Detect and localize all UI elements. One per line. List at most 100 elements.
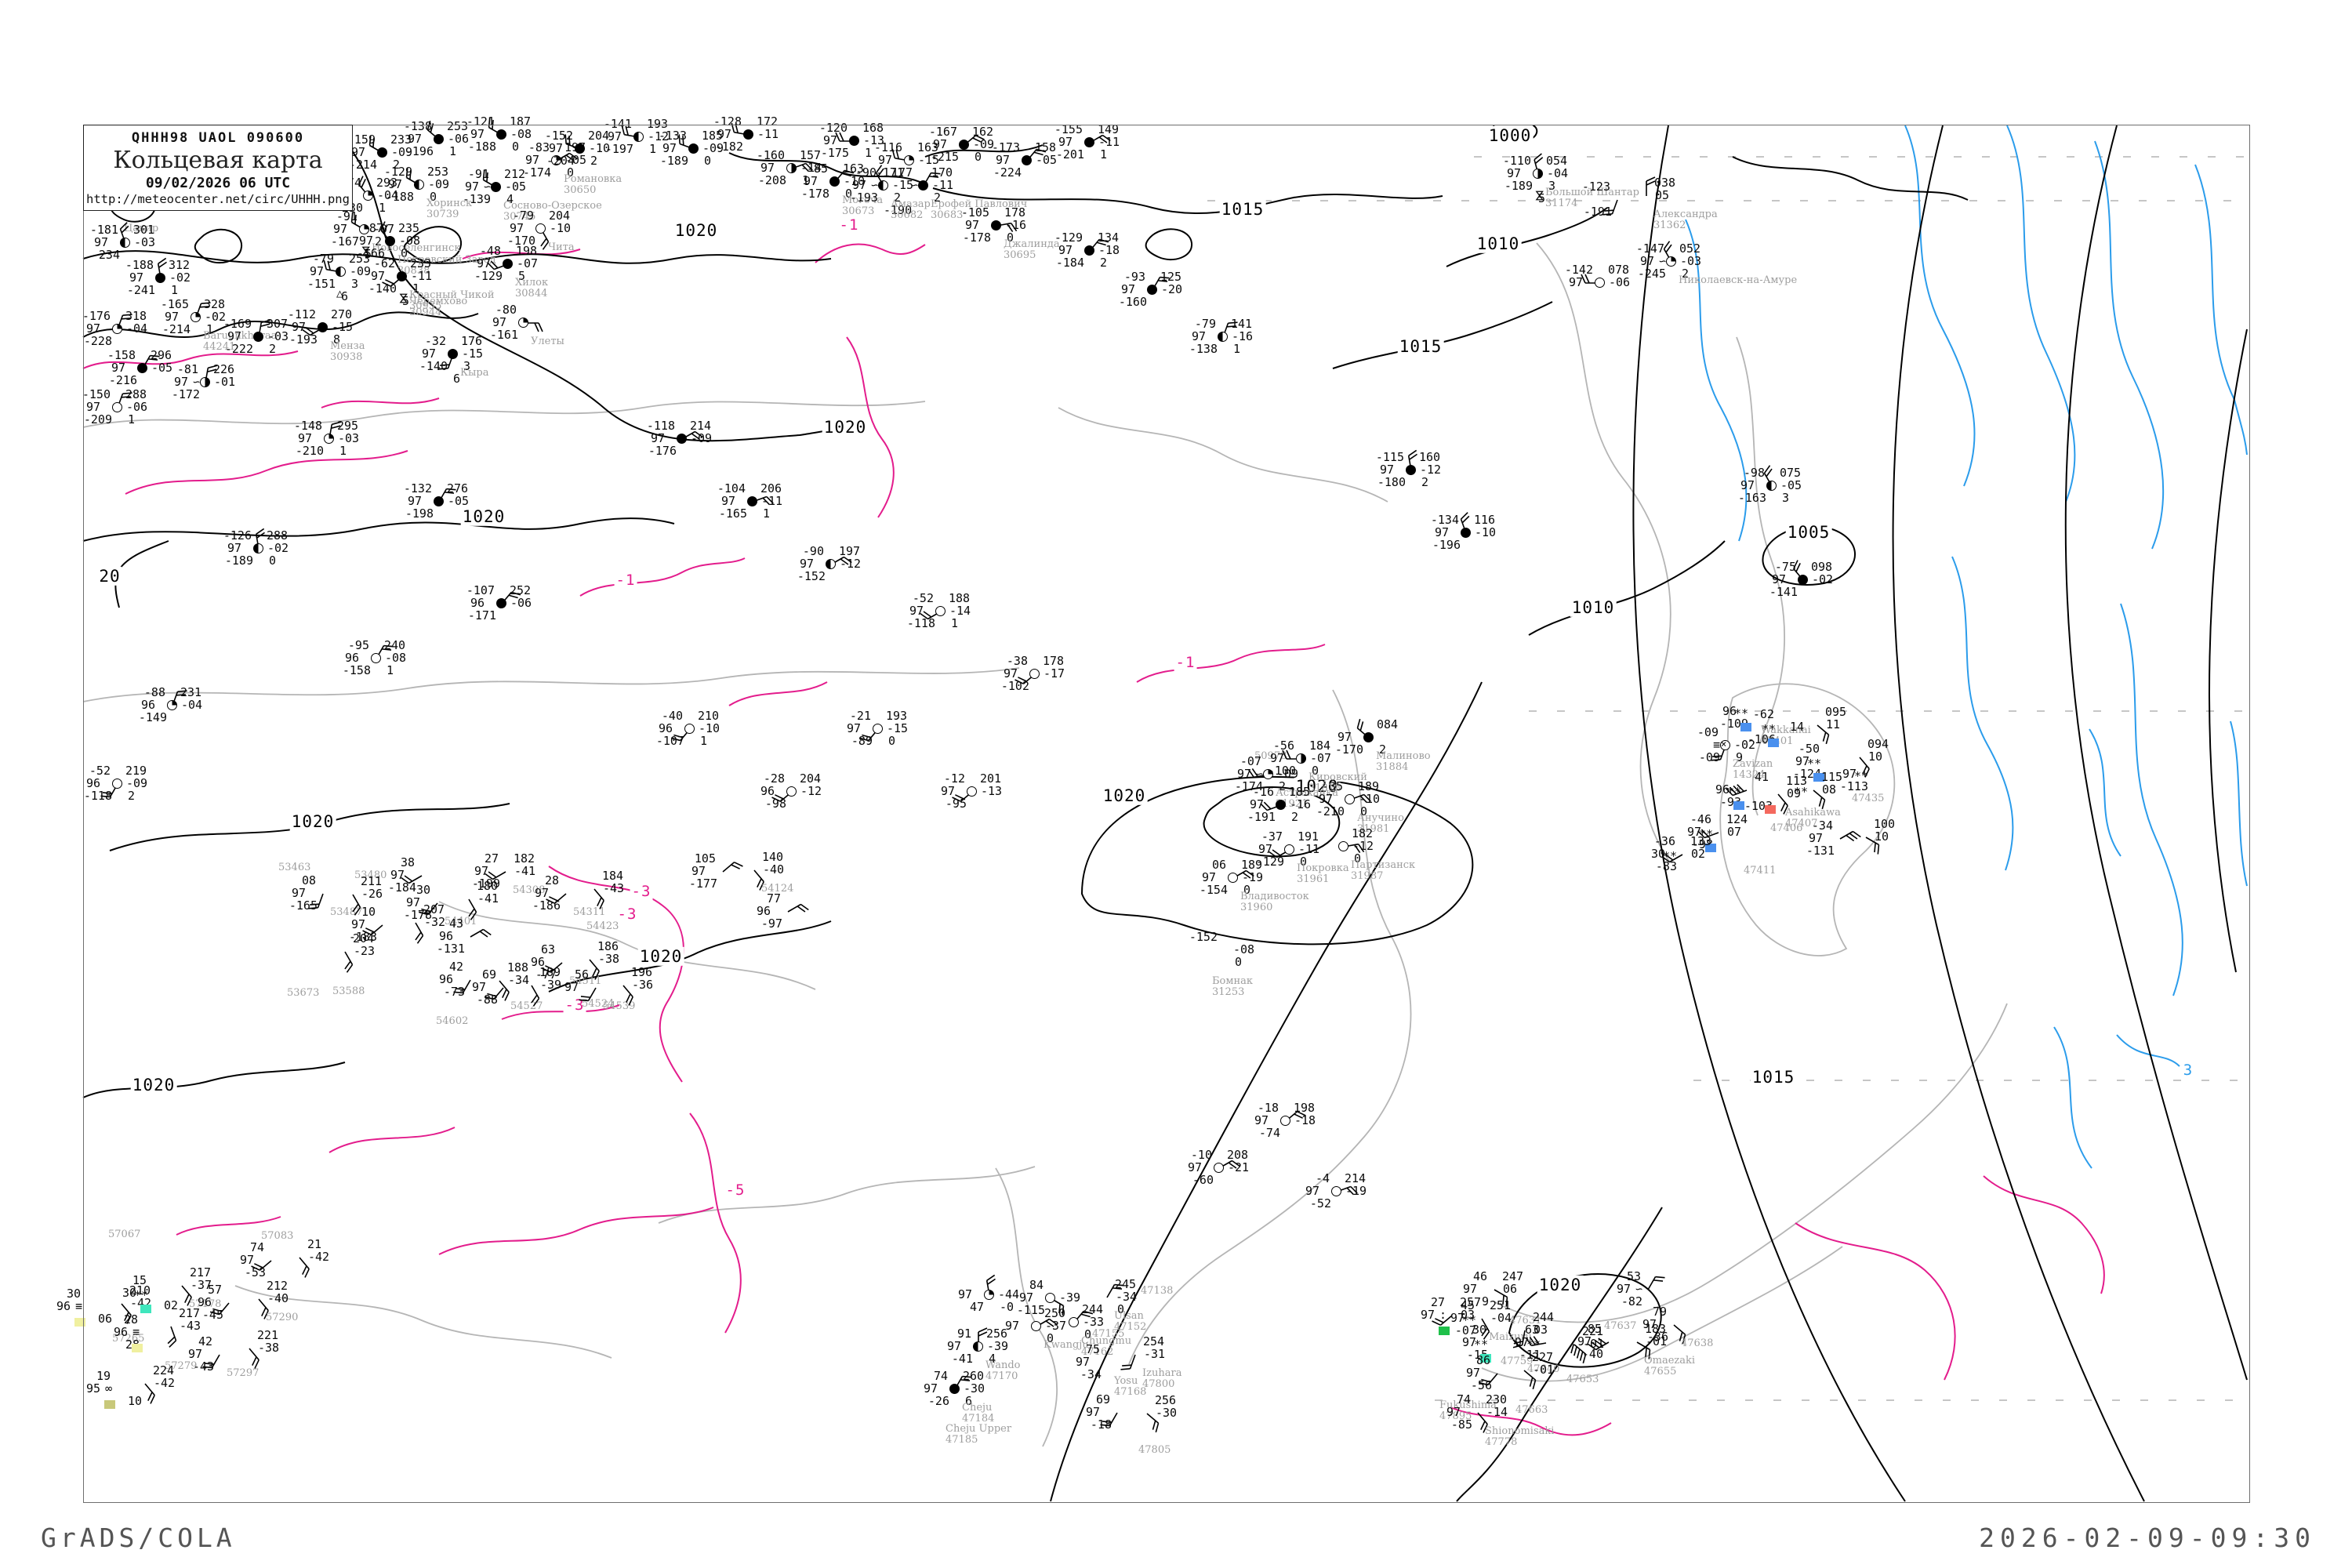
station-value-tt: -83	[528, 140, 550, 154]
station-value-p: 96	[56, 1299, 71, 1313]
station-circle-icon	[1284, 844, 1294, 855]
station-value-tt: -48	[479, 244, 501, 258]
station-value-p: 96	[1722, 704, 1737, 718]
station-value-td: -193	[289, 332, 318, 347]
station-value-pp: 328	[204, 297, 226, 311]
station-value-tt: -112	[287, 307, 316, 321]
station-value-p: 97	[1639, 254, 1654, 268]
station-name-label: Амазар 30682	[891, 198, 931, 221]
station-value-dp: -09	[350, 264, 372, 278]
station-value-pp: 094	[1867, 737, 1889, 751]
station-name-label: Романовка 30650	[564, 173, 622, 196]
station-value-pp: 185	[1289, 785, 1311, 799]
station-value-tt: -165	[160, 297, 189, 311]
render-timestamp: 2026-02-09-09:30	[1979, 1523, 2316, 1553]
station-value-tt: -16	[1252, 785, 1274, 799]
station-value-pp: 084	[1377, 717, 1399, 731]
station-value-dp: 10	[1868, 750, 1883, 764]
thermal-contour-label: -3	[630, 882, 653, 900]
station-value-n: 2	[1279, 779, 1287, 793]
station-value-ex: 5	[365, 247, 372, 261]
station-value-p: 97	[173, 375, 188, 389]
station-value-td: -214	[162, 322, 191, 336]
station-value-n: 0	[1312, 764, 1319, 778]
weather-symbol-icon: ∗∗	[1761, 720, 1776, 734]
station-circle-icon	[448, 349, 458, 359]
station-value-tt: -62	[1752, 707, 1774, 721]
station-value-tt: -80	[495, 303, 517, 317]
station-value-tt: -37	[1261, 829, 1283, 844]
station-value-n: 1	[206, 322, 214, 336]
station-name-label: Улеты	[531, 336, 564, 347]
station-value-tt: -90	[855, 165, 877, 180]
isobar-label: 1020	[637, 946, 684, 966]
station-value-dp: -10	[844, 174, 866, 188]
weather-symbol-icon: ∗∗	[1806, 754, 1821, 768]
station-value-dp: -10	[550, 221, 572, 235]
map-frame	[83, 125, 2250, 1503]
thermal-contour-label: -1	[837, 216, 861, 234]
station-value-tt: -87	[361, 221, 383, 235]
isobar-label: 1010	[1570, 597, 1617, 617]
station-id-label: 47631	[1509, 1315, 1542, 1327]
station-value-p: 97	[524, 153, 539, 167]
isobar-label: 1020	[1101, 786, 1148, 805]
station-value-n: 0	[430, 190, 437, 204]
station-value-p: 97	[1337, 730, 1352, 744]
station-circle-icon	[1228, 873, 1238, 883]
station-value-dp: -11	[411, 269, 433, 283]
station-value-pp: 253	[427, 165, 449, 179]
station-value-p: 97	[421, 347, 436, 361]
station-name-label: Красный Чикой 30935	[409, 289, 495, 312]
station-value-p: 97	[851, 178, 866, 192]
station-value-pp: 113	[1786, 774, 1808, 788]
station-id-label: Черемхово 30944	[409, 296, 468, 318]
station-circle-icon	[1263, 769, 1273, 779]
station-value-td: -166	[356, 246, 385, 260]
station-circle-icon	[535, 223, 546, 234]
station-value-dp: -15	[332, 320, 354, 334]
station-value-td: -170	[1334, 742, 1363, 757]
station-value-n: 0	[567, 165, 575, 180]
station-value-dp: -07	[1310, 751, 1332, 765]
station-value-dp: 05	[1655, 188, 1670, 202]
station-circle-icon	[1363, 732, 1374, 742]
station-id-label: 57083	[261, 1230, 294, 1242]
station-value-tt: 30	[66, 1287, 81, 1301]
station-id-label: Fukushima 47895	[1439, 1399, 1497, 1422]
station-value-p: 97	[1249, 797, 1264, 811]
station-value-tt: -62	[373, 256, 395, 270]
station-value-pp: 270	[331, 307, 353, 321]
station-value-pp: 078	[1608, 263, 1630, 277]
station-value-pp: 095	[1825, 705, 1847, 719]
station-value-tt: -09	[1697, 725, 1719, 739]
station-value-dp: -01	[214, 375, 236, 389]
station-value-pp: 233	[410, 256, 432, 270]
station-value-tt: -35	[1321, 779, 1343, 793]
station-value-ex: 5	[1538, 191, 1546, 205]
station-value-p: 97	[1236, 767, 1251, 781]
station-value-td: -193	[849, 191, 878, 205]
station-id-label: Бомнак 31253	[1212, 975, 1254, 998]
station-value-dp: -19	[1242, 870, 1264, 884]
precip-marker-snow	[1740, 723, 1751, 731]
station-name-label: Владивосток 31960	[1240, 891, 1309, 913]
station-value-tt: -91	[467, 167, 489, 181]
station-value-td: -140	[419, 359, 448, 373]
station-name-label: Хоринск 30739	[426, 198, 473, 220]
station-value-pp: 184	[1309, 739, 1331, 753]
station-id-label: 54423	[586, 920, 619, 932]
station-value-td: -129	[474, 269, 503, 283]
station-value-n: 9	[1736, 750, 1744, 764]
station-value-p: 97	[332, 222, 347, 236]
station-value-p: 97	[509, 221, 524, 235]
isobar-label: 1020	[460, 506, 507, 526]
station-value-n: 2	[1682, 267, 1690, 281]
station-name-label: Кыра	[460, 367, 489, 379]
map-source-url: http://meteocenter.net/circ/UHHH.png	[86, 192, 350, 206]
station-value-td: -245	[1637, 267, 1666, 281]
station-value-dp: -10	[1359, 792, 1381, 806]
station-value-ex: 6	[341, 289, 349, 303]
thermal-contour-label: -1	[1174, 653, 1197, 671]
